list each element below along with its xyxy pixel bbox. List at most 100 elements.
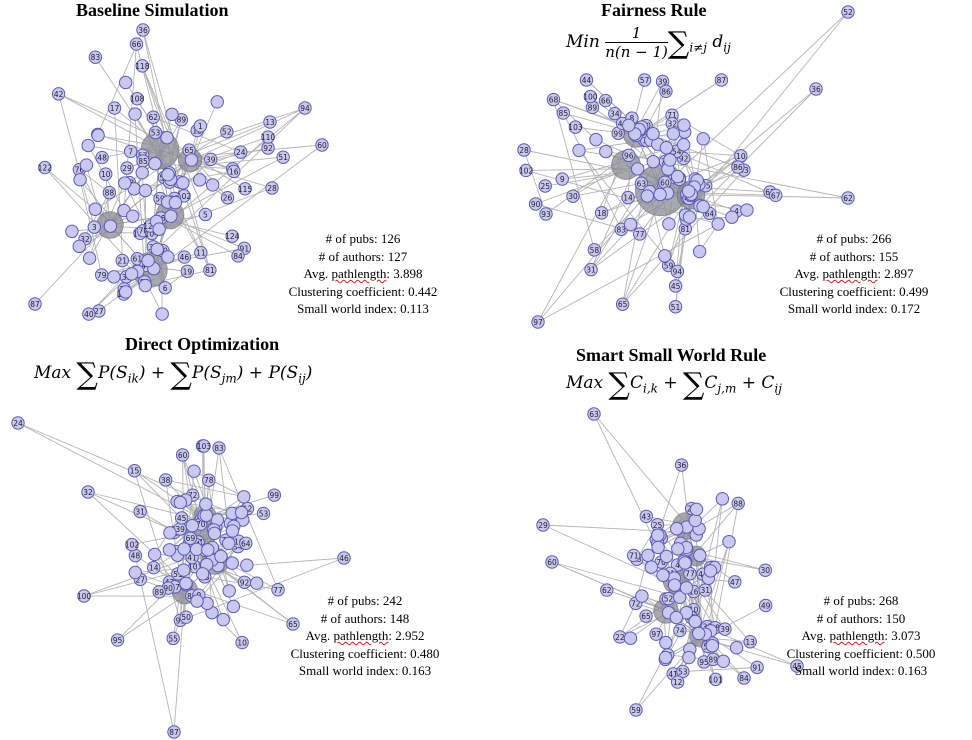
graph-node: 60	[545, 555, 559, 569]
node-label: 77	[273, 586, 283, 595]
node-label: 55	[701, 182, 711, 191]
node-label: 62	[602, 586, 612, 595]
graph-node: 52	[661, 591, 676, 606]
edge	[553, 99, 597, 140]
node-label: 45	[671, 282, 681, 291]
node-circle	[538, 179, 552, 193]
edge	[676, 150, 741, 157]
edge	[58, 93, 95, 228]
node-label: 103	[197, 442, 212, 451]
graph-node: 39	[204, 152, 218, 167]
graph-node: 62	[146, 110, 160, 124]
graph-node	[681, 184, 696, 198]
node-label: 43	[739, 166, 749, 175]
graph-node: 88	[102, 185, 117, 200]
graph-node: 21	[115, 253, 129, 268]
node-label: 67	[771, 191, 781, 200]
node-circle	[164, 209, 178, 223]
node-circle	[177, 250, 192, 264]
graph-node	[659, 141, 674, 155]
node-label: 84	[233, 252, 243, 261]
graph-node	[623, 217, 638, 232]
node-circle	[82, 307, 96, 321]
formula-sub-2: jm	[221, 371, 237, 386]
graph-node	[705, 639, 720, 653]
node-label: 47	[730, 578, 740, 587]
node-circle	[658, 650, 673, 665]
node-circle	[670, 522, 684, 536]
graph-node: 65	[286, 617, 300, 631]
node-circle	[263, 115, 277, 129]
node-circle	[676, 664, 690, 679]
graph-node: 86	[731, 160, 745, 174]
graph-node: 28	[265, 181, 279, 195]
node-label: 3	[92, 223, 97, 232]
edge	[205, 494, 275, 517]
node-circle	[205, 178, 220, 192]
panel-smart: 6316291060444533596984867077432266983631…	[486, 336, 972, 740]
graph-node	[168, 195, 183, 210]
node-label: 46	[180, 253, 190, 262]
node-label: 77	[635, 230, 645, 239]
node-label: 88	[733, 499, 743, 508]
node-circle	[634, 176, 649, 190]
node-label: 31	[586, 266, 596, 275]
node-label: 30	[761, 566, 771, 575]
node-circle	[231, 249, 245, 263]
node-circle	[790, 659, 804, 673]
node-circle	[668, 279, 683, 293]
node-label: 83	[214, 444, 224, 453]
graph-node: 83	[212, 441, 226, 455]
node-circle	[678, 556, 692, 570]
graph-node	[630, 162, 645, 176]
node-label: 99	[613, 129, 623, 138]
node-circle	[212, 441, 226, 455]
network-graph-fairness: 5231367128999363623297516141398349898121…	[517, 5, 855, 329]
graph-node	[107, 270, 121, 284]
graph-node: 30	[566, 189, 580, 203]
node-circle	[102, 185, 117, 200]
node-circle	[227, 164, 241, 179]
stat-pathlength: Avg. pathlength: 3.073	[786, 627, 936, 645]
node-label: 10	[101, 170, 111, 179]
graph-node	[666, 127, 681, 141]
graph-node	[189, 542, 204, 557]
node-circle	[673, 590, 687, 604]
node-label: 81	[205, 266, 215, 275]
edge	[172, 221, 233, 237]
node-circle	[646, 127, 660, 141]
graph-node	[141, 253, 155, 268]
node-circle	[670, 675, 685, 689]
graph-node: 92	[237, 575, 252, 589]
graph-node	[640, 189, 655, 203]
graph-node: 77	[633, 227, 647, 241]
graph-node: 62	[600, 583, 614, 597]
graph-node	[128, 107, 142, 121]
node-circle	[220, 125, 234, 139]
stat-pubs: # of pubs: 266	[816, 231, 892, 246]
node-label: 40	[84, 310, 94, 319]
node-label: 70	[656, 558, 666, 567]
node-label: 65	[288, 620, 298, 629]
node-circle	[51, 87, 66, 101]
graph-node: 45	[790, 659, 804, 673]
node-circle	[125, 537, 139, 552]
formula-lead: Min	[566, 32, 600, 52]
graph-node: 99	[267, 488, 282, 502]
node-label: 87	[717, 76, 727, 85]
formula-sum-sub: i≠j	[689, 40, 707, 55]
node-circle	[204, 152, 218, 167]
panel-title-direct: Direct Optimization	[125, 334, 280, 354]
graph-node	[696, 199, 710, 214]
node-circle	[123, 144, 138, 159]
stat-clustering: Clustering coefficient: 0.442	[288, 283, 438, 299]
graph-node	[679, 581, 694, 595]
graph-node: 6	[158, 281, 172, 295]
graph-node: 7	[123, 144, 138, 159]
node-label: 25	[653, 521, 663, 530]
node-circle	[635, 589, 649, 603]
graph-node: 38	[158, 473, 173, 487]
node-circle	[225, 556, 239, 570]
graph-node	[152, 222, 166, 236]
node-label: 25	[540, 182, 550, 191]
